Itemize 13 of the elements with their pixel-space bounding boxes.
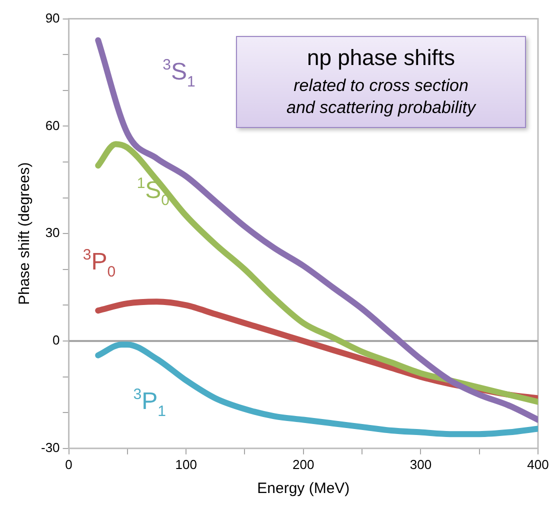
y-tick-label: 0 [52, 332, 60, 348]
y-tick-label: 60 [45, 118, 60, 133]
y-tick-label: 90 [45, 10, 60, 26]
y-tick-label: 30 [45, 225, 60, 240]
x-tick-label: 400 [527, 456, 549, 472]
y-tick-label: -30 [40, 440, 60, 455]
x-tick-label: 100 [175, 456, 197, 472]
x-tick-label: 0 [65, 456, 72, 472]
x-tick-label: 300 [410, 456, 432, 472]
x-axis-title: Energy (MeV) [257, 480, 350, 498]
y-axis-title: Phase shift (degrees) [16, 162, 34, 305]
text-box: np phase shifts related to cross section and scattering probability [236, 36, 526, 128]
x-tick-label: 200 [292, 456, 314, 472]
